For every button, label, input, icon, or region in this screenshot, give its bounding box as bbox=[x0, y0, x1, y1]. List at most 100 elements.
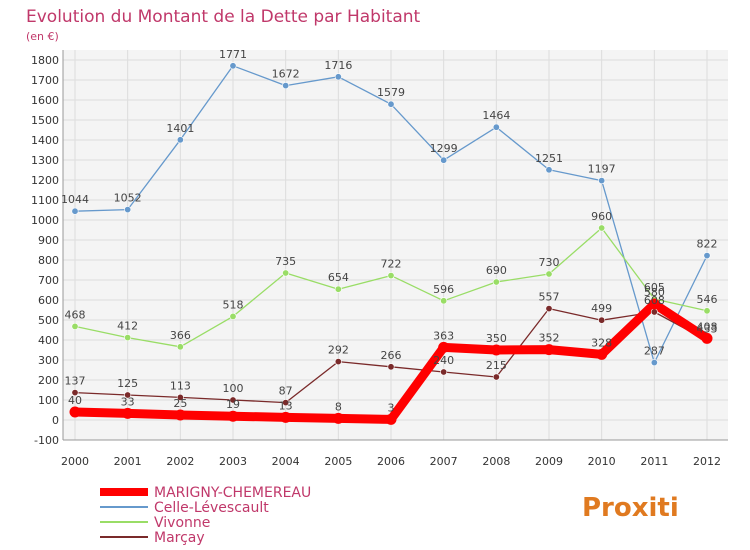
data-label: 8 bbox=[335, 400, 342, 413]
data-label: 25 bbox=[173, 397, 187, 410]
data-point bbox=[545, 305, 553, 313]
y-tick-label: 300 bbox=[38, 354, 59, 367]
y-tick-label: 1500 bbox=[31, 114, 59, 127]
data-label: 596 bbox=[433, 283, 454, 296]
axes: -100 0 100 200 300 400 500 600 700 800 900 1000 1100… bbox=[31, 50, 728, 468]
y-tick-label: 600 bbox=[38, 294, 59, 307]
data-label: 266 bbox=[381, 349, 402, 362]
data-label: 605 bbox=[644, 281, 665, 294]
data-point bbox=[650, 359, 658, 367]
data-label: 412 bbox=[117, 320, 138, 333]
data-point bbox=[229, 396, 237, 404]
y-tick-label: 0 bbox=[52, 414, 59, 427]
data-point bbox=[701, 332, 713, 344]
y-tick-label: 800 bbox=[38, 254, 59, 267]
legend-label-0: MARIGNY-CHEMEREAU bbox=[154, 485, 311, 501]
data-label: 730 bbox=[539, 256, 560, 269]
data-label: 690 bbox=[486, 264, 507, 277]
plot-area bbox=[63, 50, 728, 440]
data-point bbox=[703, 307, 711, 315]
data-label: 722 bbox=[381, 258, 402, 271]
series-labels: 1044 105214011771167217161579129914641251… bbox=[61, 48, 718, 415]
data-label: 546 bbox=[697, 293, 718, 306]
data-label: 468 bbox=[65, 308, 86, 321]
data-label: 1052 bbox=[114, 192, 142, 205]
data-point bbox=[438, 341, 450, 353]
data-label: 1672 bbox=[272, 68, 300, 81]
data-label: 3 bbox=[388, 401, 395, 414]
data-label: 960 bbox=[591, 210, 612, 223]
data-point bbox=[648, 298, 660, 310]
data-label: 352 bbox=[539, 332, 560, 345]
data-label: 240 bbox=[433, 354, 454, 367]
x-tick-label: 2007 bbox=[430, 455, 458, 468]
chart-title: Evolution du Montant de la Dette par Hab… bbox=[26, 7, 421, 27]
data-label: 100 bbox=[223, 382, 244, 395]
data-point bbox=[124, 334, 132, 342]
data-label: 19 bbox=[226, 398, 240, 411]
data-point bbox=[492, 123, 500, 131]
y-tick-label: 1400 bbox=[31, 134, 59, 147]
data-point bbox=[543, 344, 555, 356]
data-point bbox=[174, 409, 186, 421]
data-point bbox=[598, 316, 606, 324]
data-label: 1251 bbox=[535, 152, 563, 165]
y-tick-label: 200 bbox=[38, 374, 59, 387]
data-point bbox=[703, 252, 711, 260]
data-label: 13 bbox=[279, 399, 293, 412]
data-point bbox=[122, 407, 134, 419]
data-point bbox=[598, 177, 606, 185]
y-tick-label: 100 bbox=[38, 394, 59, 407]
y-tick-label: 900 bbox=[38, 234, 59, 247]
data-label: 287 bbox=[644, 345, 665, 358]
data-label: 33 bbox=[121, 395, 135, 408]
data-point bbox=[334, 358, 342, 366]
data-point bbox=[332, 412, 344, 424]
data-label: 1197 bbox=[588, 163, 616, 176]
x-tick-label: 2010 bbox=[588, 455, 616, 468]
data-label: 87 bbox=[279, 385, 293, 398]
x-tick-label: 2001 bbox=[114, 455, 142, 468]
x-tick-label: 2012 bbox=[693, 455, 721, 468]
y-tick-label: 1300 bbox=[31, 154, 59, 167]
data-point bbox=[387, 100, 395, 108]
data-label: 433 bbox=[697, 322, 718, 335]
y-tick-label: 1600 bbox=[31, 94, 59, 107]
x-tick-label: 2005 bbox=[324, 455, 352, 468]
watermark-logo: Proxiti bbox=[582, 493, 679, 523]
data-point bbox=[334, 285, 342, 293]
data-point bbox=[71, 389, 79, 397]
data-point bbox=[282, 269, 290, 277]
data-label: 1579 bbox=[377, 86, 405, 99]
y-tick-label: 1100 bbox=[31, 194, 59, 207]
x-tick-label: 2004 bbox=[272, 455, 300, 468]
data-label: 1299 bbox=[430, 142, 458, 155]
data-point bbox=[227, 410, 239, 422]
data-label: 1716 bbox=[324, 59, 352, 72]
data-point bbox=[71, 322, 79, 330]
data-label: 518 bbox=[223, 298, 244, 311]
data-point bbox=[229, 62, 237, 70]
data-point bbox=[176, 343, 184, 351]
legend-label-2: Vivonne bbox=[154, 515, 210, 531]
data-point bbox=[176, 136, 184, 144]
data-label: 499 bbox=[591, 302, 612, 315]
data-point bbox=[385, 413, 397, 425]
data-label: 366 bbox=[170, 329, 191, 342]
data-label: 654 bbox=[328, 271, 349, 284]
y-tick-label: 1800 bbox=[31, 54, 59, 67]
legend-label-1: Celle-Lévescault bbox=[154, 500, 269, 516]
data-point bbox=[282, 399, 290, 407]
x-tick-label: 2002 bbox=[166, 455, 194, 468]
x-tick-label: 2008 bbox=[482, 455, 510, 468]
data-point bbox=[229, 312, 237, 320]
data-label: 292 bbox=[328, 344, 349, 357]
chart-subtitle: (en €) bbox=[26, 30, 59, 43]
grid bbox=[63, 50, 728, 441]
data-point bbox=[440, 156, 448, 164]
data-point bbox=[598, 224, 606, 232]
data-label: 350 bbox=[486, 332, 507, 345]
data-point bbox=[545, 270, 553, 278]
data-label: 580 bbox=[644, 286, 665, 299]
